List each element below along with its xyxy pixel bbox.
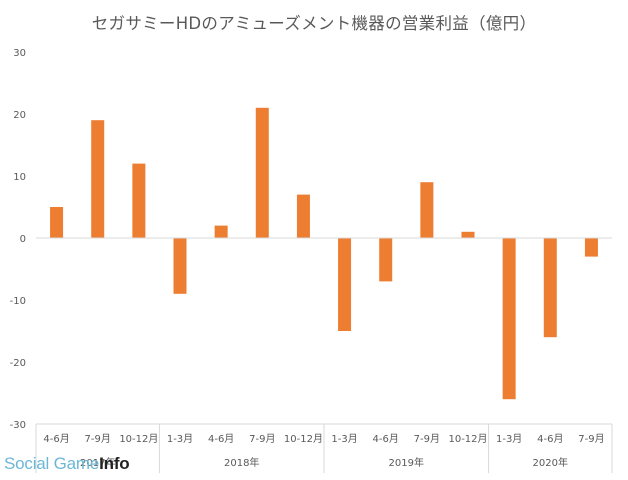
x-tick-label: 1-3月 (167, 433, 193, 445)
y-tick-label: 10 (13, 172, 26, 183)
bar (173, 238, 187, 294)
x-tick-label: 10-12月 (119, 433, 158, 445)
watermark-logo: Social GameInfo (4, 452, 130, 476)
y-tick-label: -20 (10, 358, 26, 369)
x-tick-label: 4-6月 (43, 433, 69, 445)
year-group-label: 2020年 (533, 456, 568, 469)
bar (461, 231, 475, 238)
x-tick-label: 10-12月 (284, 433, 323, 445)
bar (543, 238, 557, 338)
x-tick-label: 1-3月 (496, 433, 522, 445)
x-tick-label: 7-9月 (249, 433, 275, 445)
x-tick-label: 1-3月 (331, 433, 357, 445)
bar (420, 182, 434, 238)
x-tick-label: 4-6月 (537, 433, 563, 445)
bar (91, 120, 105, 238)
x-tick-label: 4-6月 (373, 433, 399, 445)
x-tick-label: 4-6月 (208, 433, 234, 445)
x-tick-label: 7-9月 (578, 433, 604, 445)
x-tick-label: 10-12月 (448, 433, 487, 445)
bar (296, 194, 310, 238)
x-tick-label: 7-9月 (85, 433, 111, 445)
bar (255, 107, 269, 238)
bar (50, 207, 64, 238)
y-tick-label: -10 (10, 296, 26, 307)
watermark-accent: Info (99, 454, 130, 473)
bar (584, 238, 598, 257)
year-group-label: 2018年 (224, 456, 259, 469)
y-tick-label: -30 (10, 420, 26, 431)
chart-title: セガサミーHDのアミューズメント機器の営業利益（億円） (91, 14, 537, 33)
bar (379, 238, 393, 282)
watermark-prefix: Social Game (4, 454, 100, 473)
y-tick-label: 20 (13, 110, 26, 121)
bar (214, 225, 228, 238)
y-tick-label: 30 (13, 48, 26, 59)
bar (338, 238, 352, 331)
x-tick-label: 7-9月 (414, 433, 440, 445)
y-tick-label: 0 (20, 234, 26, 245)
bar (502, 238, 516, 400)
year-group-label: 2019年 (389, 456, 424, 469)
year-group-label: 2017年 (80, 456, 115, 469)
bar (132, 163, 146, 238)
